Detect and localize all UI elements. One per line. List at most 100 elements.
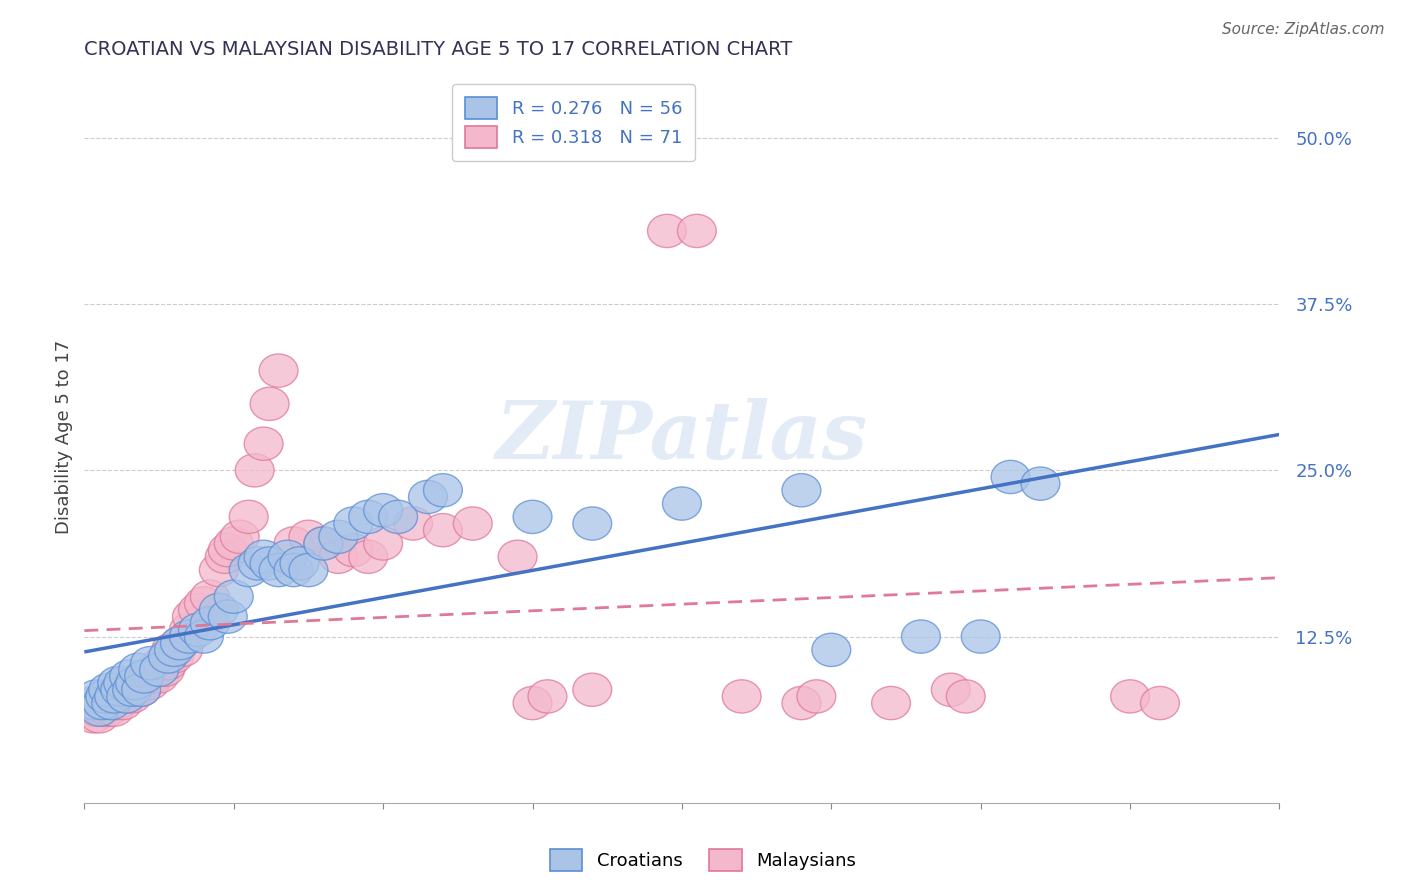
Ellipse shape bbox=[75, 687, 112, 720]
Ellipse shape bbox=[128, 660, 166, 693]
Ellipse shape bbox=[304, 527, 343, 560]
Ellipse shape bbox=[453, 507, 492, 541]
Ellipse shape bbox=[946, 680, 986, 713]
Ellipse shape bbox=[94, 693, 134, 726]
Ellipse shape bbox=[101, 673, 139, 706]
Ellipse shape bbox=[112, 673, 152, 706]
Ellipse shape bbox=[221, 520, 259, 553]
Ellipse shape bbox=[104, 687, 142, 720]
Text: Source: ZipAtlas.com: Source: ZipAtlas.com bbox=[1222, 22, 1385, 37]
Ellipse shape bbox=[290, 553, 328, 587]
Ellipse shape bbox=[170, 614, 208, 647]
Ellipse shape bbox=[107, 680, 146, 713]
Ellipse shape bbox=[160, 626, 200, 660]
Ellipse shape bbox=[349, 541, 388, 574]
Ellipse shape bbox=[205, 541, 245, 574]
Ellipse shape bbox=[259, 354, 298, 387]
Ellipse shape bbox=[280, 547, 319, 580]
Ellipse shape bbox=[70, 693, 110, 726]
Ellipse shape bbox=[149, 647, 187, 680]
Ellipse shape bbox=[901, 620, 941, 653]
Ellipse shape bbox=[134, 660, 173, 693]
Ellipse shape bbox=[118, 653, 157, 687]
Text: ZIPatlas: ZIPatlas bbox=[496, 399, 868, 475]
Ellipse shape bbox=[333, 507, 373, 541]
Ellipse shape bbox=[1021, 467, 1060, 500]
Ellipse shape bbox=[75, 699, 112, 733]
Ellipse shape bbox=[115, 673, 155, 706]
Ellipse shape bbox=[104, 666, 142, 699]
Ellipse shape bbox=[991, 460, 1031, 493]
Ellipse shape bbox=[572, 673, 612, 706]
Ellipse shape bbox=[1111, 680, 1150, 713]
Ellipse shape bbox=[131, 666, 170, 699]
Ellipse shape bbox=[409, 480, 447, 514]
Ellipse shape bbox=[118, 666, 157, 699]
Ellipse shape bbox=[80, 693, 118, 726]
Ellipse shape bbox=[184, 620, 224, 653]
Ellipse shape bbox=[77, 693, 115, 726]
Ellipse shape bbox=[101, 680, 139, 713]
Ellipse shape bbox=[214, 580, 253, 614]
Ellipse shape bbox=[155, 633, 194, 666]
Ellipse shape bbox=[238, 547, 277, 580]
Ellipse shape bbox=[112, 680, 152, 713]
Ellipse shape bbox=[245, 427, 283, 460]
Ellipse shape bbox=[678, 214, 716, 248]
Ellipse shape bbox=[131, 647, 170, 680]
Ellipse shape bbox=[274, 527, 314, 560]
Ellipse shape bbox=[214, 527, 253, 560]
Ellipse shape bbox=[139, 660, 179, 693]
Ellipse shape bbox=[110, 673, 149, 706]
Ellipse shape bbox=[89, 673, 128, 706]
Ellipse shape bbox=[80, 699, 118, 733]
Ellipse shape bbox=[190, 607, 229, 640]
Ellipse shape bbox=[86, 680, 125, 713]
Ellipse shape bbox=[498, 541, 537, 574]
Ellipse shape bbox=[394, 507, 433, 541]
Ellipse shape bbox=[98, 687, 136, 720]
Ellipse shape bbox=[155, 640, 194, 673]
Ellipse shape bbox=[319, 520, 357, 553]
Ellipse shape bbox=[190, 580, 229, 614]
Ellipse shape bbox=[83, 693, 122, 726]
Legend: R = 0.276   N = 56, R = 0.318   N = 71: R = 0.276 N = 56, R = 0.318 N = 71 bbox=[451, 84, 695, 161]
Ellipse shape bbox=[125, 666, 163, 699]
Ellipse shape bbox=[94, 680, 134, 713]
Ellipse shape bbox=[200, 593, 238, 626]
Ellipse shape bbox=[184, 587, 224, 620]
Ellipse shape bbox=[91, 687, 131, 720]
Ellipse shape bbox=[304, 527, 343, 560]
Ellipse shape bbox=[364, 527, 402, 560]
Ellipse shape bbox=[259, 553, 298, 587]
Ellipse shape bbox=[98, 666, 136, 699]
Ellipse shape bbox=[200, 553, 238, 587]
Ellipse shape bbox=[269, 541, 307, 574]
Ellipse shape bbox=[229, 553, 269, 587]
Ellipse shape bbox=[250, 387, 290, 420]
Ellipse shape bbox=[364, 493, 402, 527]
Ellipse shape bbox=[179, 614, 218, 647]
Ellipse shape bbox=[782, 687, 821, 720]
Ellipse shape bbox=[662, 487, 702, 520]
Ellipse shape bbox=[115, 666, 155, 699]
Ellipse shape bbox=[931, 673, 970, 706]
Ellipse shape bbox=[782, 474, 821, 507]
Ellipse shape bbox=[423, 514, 463, 547]
Ellipse shape bbox=[529, 680, 567, 713]
Y-axis label: Disability Age 5 to 17: Disability Age 5 to 17 bbox=[55, 340, 73, 534]
Ellipse shape bbox=[122, 673, 160, 706]
Ellipse shape bbox=[208, 533, 247, 566]
Ellipse shape bbox=[235, 454, 274, 487]
Ellipse shape bbox=[173, 600, 211, 633]
Ellipse shape bbox=[170, 620, 208, 653]
Ellipse shape bbox=[163, 633, 202, 666]
Ellipse shape bbox=[290, 520, 328, 553]
Ellipse shape bbox=[149, 640, 187, 673]
Ellipse shape bbox=[107, 680, 146, 713]
Ellipse shape bbox=[83, 687, 122, 720]
Text: CROATIAN VS MALAYSIAN DISABILITY AGE 5 TO 17 CORRELATION CHART: CROATIAN VS MALAYSIAN DISABILITY AGE 5 T… bbox=[84, 39, 793, 59]
Ellipse shape bbox=[122, 673, 160, 706]
Ellipse shape bbox=[648, 214, 686, 248]
Ellipse shape bbox=[179, 593, 218, 626]
